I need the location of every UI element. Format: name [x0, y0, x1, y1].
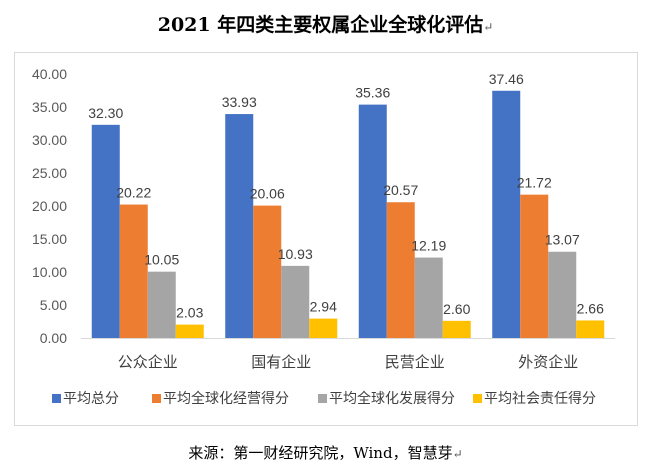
- y-tick-label: 35.00: [32, 99, 67, 115]
- bar: [91, 124, 120, 338]
- x-category-label: 民营企业: [385, 353, 445, 371]
- bar: [147, 271, 176, 338]
- bar: [492, 90, 521, 338]
- y-tick-label: 0.00: [40, 330, 67, 346]
- legend-swatch: [152, 394, 161, 403]
- y-tick-label: 5.00: [40, 297, 67, 313]
- legend-swatch: [52, 394, 61, 403]
- y-tick-label: 15.00: [32, 231, 67, 247]
- source-text: 来源：第一财经研究院，Wind，智慧芽: [188, 444, 453, 462]
- y-tick-label: 40.00: [32, 66, 67, 82]
- source-return-mark-icon: ↵: [452, 447, 463, 461]
- bar: [576, 320, 605, 338]
- legend-label: 平均全球化经营得分: [163, 390, 289, 406]
- data-label: 20.06: [250, 186, 285, 202]
- bar: [119, 204, 148, 338]
- data-label: 10.93: [278, 246, 313, 262]
- data-label: 33.93: [222, 94, 257, 110]
- data-label: 35.36: [355, 85, 390, 101]
- bar: [281, 265, 310, 338]
- x-category-label: 公众企业: [118, 353, 178, 371]
- legend-swatch: [473, 394, 482, 403]
- legend-label: 平均总分: [63, 390, 119, 406]
- x-category-label: 国有企业: [251, 353, 311, 371]
- data-label: 21.72: [517, 175, 552, 191]
- bar: [309, 318, 338, 338]
- y-tick-label: 25.00: [32, 165, 67, 181]
- bar: [253, 205, 282, 338]
- bar: [358, 104, 387, 339]
- data-label: 2.60: [443, 301, 470, 317]
- bar: [414, 257, 443, 338]
- bar: [386, 202, 415, 338]
- data-label: 20.57: [383, 182, 418, 198]
- data-label: 20.22: [116, 185, 151, 201]
- y-tick-label: 20.00: [32, 198, 67, 214]
- x-category-label: 外资企业: [518, 353, 578, 371]
- chart-frame: 0.00 5.00 10.00 15.00 20.00 25.00 30.00 35.00 40…: [14, 52, 638, 426]
- data-label: 37.46: [489, 71, 524, 87]
- y-tick-label: 30.00: [32, 132, 67, 148]
- bar: [548, 251, 577, 338]
- data-label: 12.19: [411, 238, 446, 254]
- bar: [520, 194, 549, 338]
- return-mark-icon: ↵: [483, 20, 494, 34]
- legend-label: 平均全球化发展得分: [329, 390, 455, 406]
- data-label: 2.03: [176, 305, 203, 321]
- chart-title-text: 2021 年四类主要权属企业全球化评估: [157, 14, 484, 36]
- data-label: 2.66: [577, 300, 604, 316]
- legend-label: 平均社会责任得分: [484, 390, 596, 406]
- chart-title: 2021 年四类主要权属企业全球化评估↵: [0, 10, 651, 37]
- bar: [225, 114, 254, 338]
- data-label: 2.94: [310, 299, 337, 315]
- bar-chart: 0.00 5.00 10.00 15.00 20.00 25.00 30.00 35.00 40…: [32, 66, 615, 406]
- source-note: 来源：第一财经研究院，Wind，智慧芽↵: [0, 442, 651, 463]
- bar: [442, 320, 471, 338]
- data-label: 32.30: [88, 105, 123, 121]
- legend-swatch: [318, 394, 327, 403]
- data-label: 13.07: [545, 232, 580, 248]
- data-label: 10.05: [144, 252, 179, 268]
- bar: [175, 324, 204, 338]
- y-tick-label: 10.00: [32, 264, 67, 280]
